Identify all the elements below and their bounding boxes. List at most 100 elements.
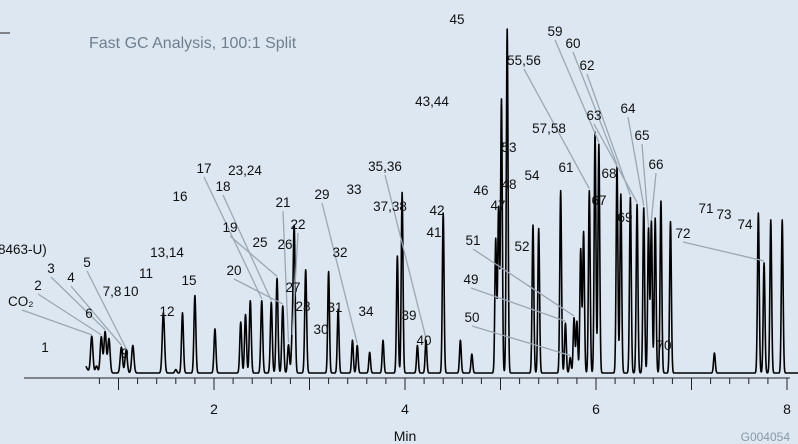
peak-label: 72 [675, 226, 690, 241]
peak-label: 51 [465, 233, 480, 248]
peak-label: 19 [222, 220, 237, 235]
peak-label: 42 [429, 203, 444, 218]
x-tick-label: 6 [592, 401, 600, 417]
peak-label: 21 [275, 195, 290, 210]
leader-line [86, 270, 127, 349]
x-axis-label: Min [394, 428, 417, 444]
leader-line [586, 73, 631, 196]
peak-label: 63 [586, 108, 601, 123]
leader-line [321, 202, 358, 344]
leader-line [472, 248, 575, 317]
peak-label: 55,56 [507, 53, 541, 68]
leader-line [229, 235, 278, 277]
peak-label: (28463-U) [0, 242, 47, 257]
peak-label: 2 [34, 278, 42, 293]
peak-label: 30 [313, 322, 328, 337]
peak-label: 60 [565, 36, 580, 51]
peak-label: 23,24 [228, 163, 262, 178]
peak-label: 37,38 [373, 199, 407, 214]
leader-line [593, 123, 638, 203]
peak-label: 33 [346, 182, 361, 197]
leader-line [572, 51, 618, 165]
peak-label: 9 [121, 346, 129, 361]
peak-label: CO₂ [8, 294, 34, 309]
leader-line [470, 287, 566, 322]
peak-label: 61 [558, 160, 573, 175]
peak-label: 45 [449, 12, 464, 27]
leader-line [384, 174, 427, 339]
peak-label: 73 [716, 207, 731, 222]
peak-label: 54 [524, 168, 540, 183]
leader-line [37, 293, 102, 336]
peak-label: 6 [85, 306, 93, 321]
peak-label: 25 [252, 235, 267, 250]
chart-title: Fast GC Analysis, 100:1 Split [89, 35, 297, 52]
x-tick-label: 4 [401, 401, 409, 417]
leader-line [627, 116, 645, 206]
peak-label: 46 [473, 183, 488, 198]
peak-label: 64 [620, 101, 636, 116]
peak-label: 4 [67, 270, 75, 285]
peak-label: 66 [648, 157, 663, 172]
peak-label: 43,44 [415, 94, 449, 109]
peak-label: 59 [547, 24, 562, 39]
peak-label: 35,36 [368, 159, 402, 174]
peak-label: 53 [501, 140, 516, 155]
peak-label: 29 [314, 187, 329, 202]
peak-label: 48 [501, 177, 516, 192]
leader-line [682, 241, 765, 262]
peak-label: 52 [514, 239, 529, 254]
peak-label: 17 [196, 161, 211, 176]
peak-label: 32 [332, 245, 347, 260]
peak-label: 68 [601, 166, 616, 181]
leader-line [641, 143, 650, 227]
peak-label: 3 [47, 261, 55, 276]
peak-label: 28 [295, 299, 310, 314]
peak-label: 34 [358, 304, 374, 319]
leader-line [222, 194, 272, 301]
peak-label: 10 [123, 284, 138, 299]
x-tick-label: 8 [783, 401, 791, 417]
peak-label: 40 [416, 333, 431, 348]
peak-label: 41 [426, 225, 441, 240]
peak-label: 69 [617, 210, 632, 225]
peak-label: 12 [159, 304, 174, 319]
figure-code: G004054 [741, 430, 791, 444]
peak-label: 13,14 [150, 245, 184, 260]
peak-label: 27 [285, 280, 300, 295]
peak-label: 18 [215, 179, 230, 194]
peak-label: 20 [226, 263, 241, 278]
peak-labels: CO₂123(28463-U)4567,8910111213,141516171… [0, 12, 753, 361]
chromatogram-trace [85, 28, 798, 374]
leader-line [70, 285, 122, 346]
peak-label: 49 [463, 272, 478, 287]
peak-label: 71 [698, 201, 713, 216]
peak-label: 11 [139, 266, 153, 281]
peak-label: 7,8 [103, 284, 122, 299]
leader-line [471, 325, 571, 357]
peak-label: 26 [277, 237, 292, 252]
leader-line [282, 210, 290, 343]
peak-label: 70 [656, 338, 671, 353]
leader-line [650, 172, 657, 220]
leader-line [523, 68, 590, 189]
peak-label: 57,58 [532, 121, 566, 136]
leader-line [233, 278, 284, 305]
leader-line [291, 232, 299, 335]
peak-label: 67 [591, 193, 606, 208]
peak-label: 1 [41, 340, 49, 355]
peak-label: 50 [464, 310, 479, 325]
trace-layer [85, 28, 798, 374]
leader-line [50, 276, 106, 331]
peak-label: 62 [579, 58, 594, 73]
peak-label: 22 [290, 217, 305, 232]
peak-label: 39 [401, 308, 416, 323]
peak-label: 5 [83, 255, 91, 270]
x-tick-label: 2 [210, 401, 218, 417]
leader-line [21, 309, 92, 336]
leader-lines [21, 39, 765, 357]
peak-label: 65 [634, 128, 649, 143]
